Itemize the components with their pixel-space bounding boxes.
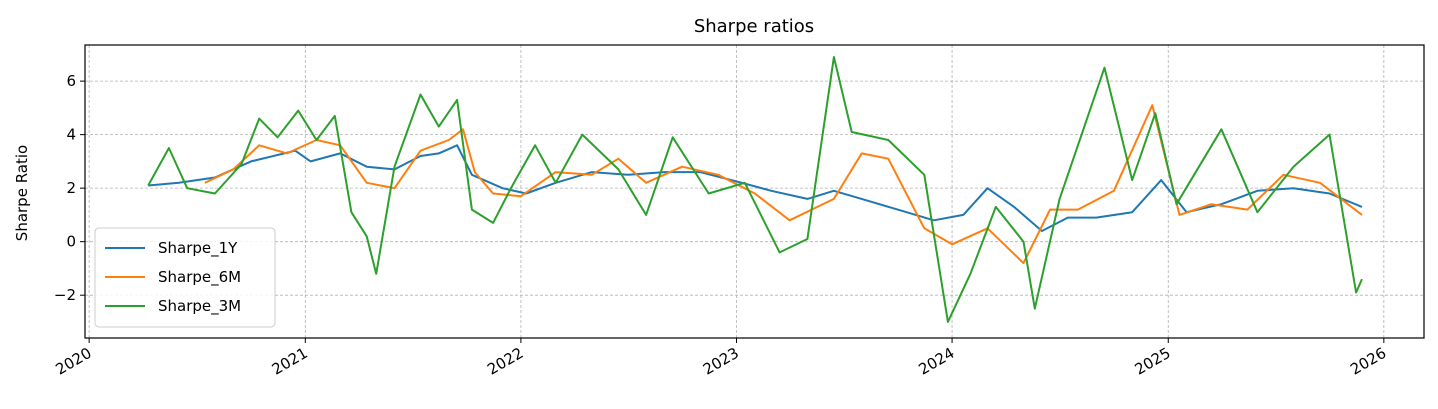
y-axis-title: Sharpe Ratio xyxy=(13,145,31,241)
x-tick-label: 2020 xyxy=(53,344,95,379)
legend-label: Sharpe_6M xyxy=(158,268,241,287)
legend-label: Sharpe_1Y xyxy=(158,239,238,258)
series-sharpe-6m xyxy=(204,104,1363,265)
x-tick-label: 2026 xyxy=(1347,344,1389,379)
y-tick-label: 6 xyxy=(66,72,76,90)
legend: Sharpe_1Y Sharpe_6M Sharpe_3M xyxy=(94,227,276,328)
legend-box xyxy=(94,227,276,328)
y-tick-label: 0 xyxy=(66,233,76,251)
x-tick-label: 2021 xyxy=(269,344,311,379)
x-tick-label: 2023 xyxy=(700,344,742,379)
y-tick-label: −2 xyxy=(54,286,76,304)
plot-frame xyxy=(84,44,1425,339)
grid-lines xyxy=(85,45,1424,338)
chart-title: Sharpe ratios xyxy=(694,16,814,37)
y-tick-label: 2 xyxy=(66,179,76,197)
x-tick-label: 2025 xyxy=(1132,344,1174,379)
series-layer xyxy=(147,56,1363,323)
x-axis: 2020 2021 2022 2023 2024 2025 2026 xyxy=(53,338,1389,379)
series-sharpe-3m xyxy=(147,56,1363,323)
series-line xyxy=(147,56,1363,323)
x-tick-label: 2022 xyxy=(484,344,526,379)
y-tick-label: 4 xyxy=(66,126,76,144)
x-tick-label: 2024 xyxy=(915,344,957,379)
legend-label: Sharpe_3M xyxy=(158,297,241,316)
y-axis: −2 0 2 4 6 xyxy=(54,72,85,304)
series-line xyxy=(204,104,1363,265)
